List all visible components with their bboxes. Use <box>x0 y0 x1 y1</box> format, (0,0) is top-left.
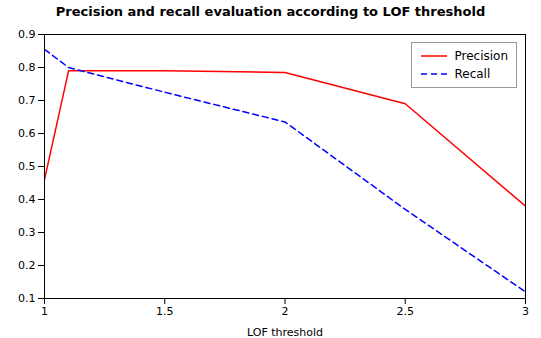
svg-text:LOF threshold: LOF threshold <box>247 326 323 338</box>
html-text:Recall: Recall <box>454 67 491 81</box>
svg-text:2: 2 <box>282 305 289 318</box>
svg-text:0.4: 0.4 <box>18 193 36 206</box>
svg-text:0.6: 0.6 <box>18 127 36 140</box>
svg-text:1.5: 1.5 <box>156 305 174 318</box>
svg-text:0.7: 0.7 <box>18 94 36 107</box>
svg-text:0.3: 0.3 <box>18 226 36 239</box>
svg-text:0.8: 0.8 <box>18 61 36 74</box>
svg-text:1: 1 <box>41 305 48 318</box>
svg-text:0.5: 0.5 <box>18 160 36 173</box>
svg-text:0.2: 0.2 <box>18 259 36 272</box>
svg-text:0.1: 0.1 <box>18 292 36 305</box>
html-text:Precision: Precision <box>454 49 508 63</box>
svg-text:2.5: 2.5 <box>397 305 415 318</box>
svg-text:3: 3 <box>522 305 529 318</box>
svg-text:0.9: 0.9 <box>18 28 36 41</box>
html-text:Precision and recall evaluatio: Precision and recall evaluation accordin… <box>55 4 486 19</box>
